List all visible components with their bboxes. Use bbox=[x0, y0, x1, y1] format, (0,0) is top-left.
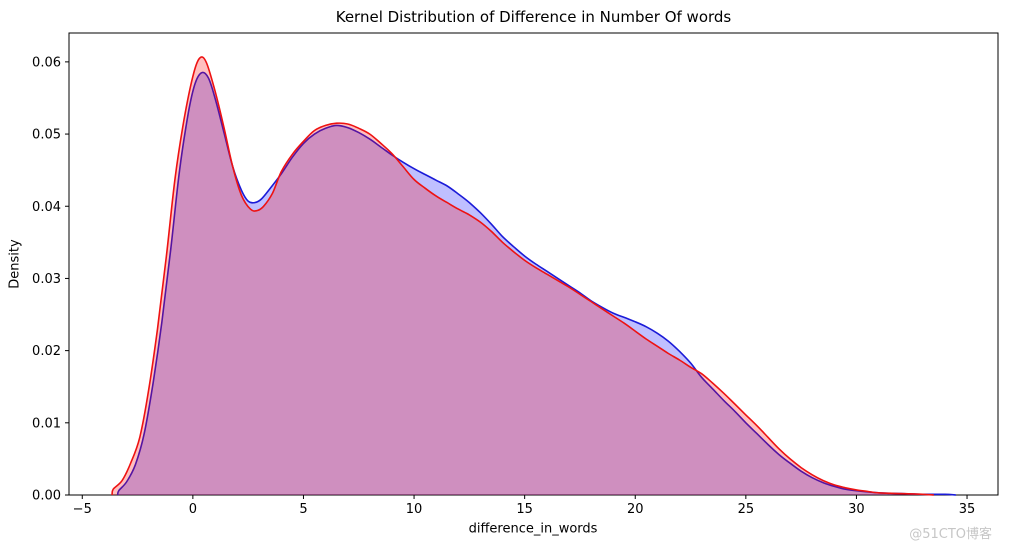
x-tick-label: 35 bbox=[959, 502, 976, 517]
y-tick-label: 0.06 bbox=[32, 55, 61, 70]
x-tick-label: 5 bbox=[299, 502, 307, 517]
x-axis-label: difference_in_words bbox=[468, 521, 598, 537]
x-tick-label: 30 bbox=[848, 502, 865, 517]
y-axis-label: Density bbox=[7, 239, 23, 289]
x-tick-label: 20 bbox=[627, 502, 644, 517]
y-tick-label: 0.04 bbox=[32, 200, 61, 215]
y-tick-label: 0.00 bbox=[32, 489, 61, 504]
axes-frame bbox=[68, 32, 999, 496]
x-tick-label: 25 bbox=[738, 502, 755, 517]
x-tick-label: 0 bbox=[189, 502, 197, 517]
watermark: @51CTO博客 bbox=[909, 527, 992, 542]
x-tick-label: −5 bbox=[73, 502, 92, 517]
y-tick-label: 0.01 bbox=[32, 416, 61, 431]
kde-blue-fill bbox=[117, 72, 956, 495]
kde-blue-line bbox=[116, 71, 957, 496]
x-tick-label: 15 bbox=[516, 502, 533, 517]
y-tick-label: 0.03 bbox=[32, 272, 61, 287]
kde-red-line bbox=[111, 56, 934, 496]
kde-red-fill bbox=[112, 56, 934, 495]
y-tick-label: 0.02 bbox=[32, 344, 61, 359]
chart-title: Kernel Distribution of Difference in Num… bbox=[335, 8, 732, 26]
x-tick-label: 10 bbox=[406, 502, 423, 517]
y-tick-label: 0.05 bbox=[32, 128, 61, 143]
